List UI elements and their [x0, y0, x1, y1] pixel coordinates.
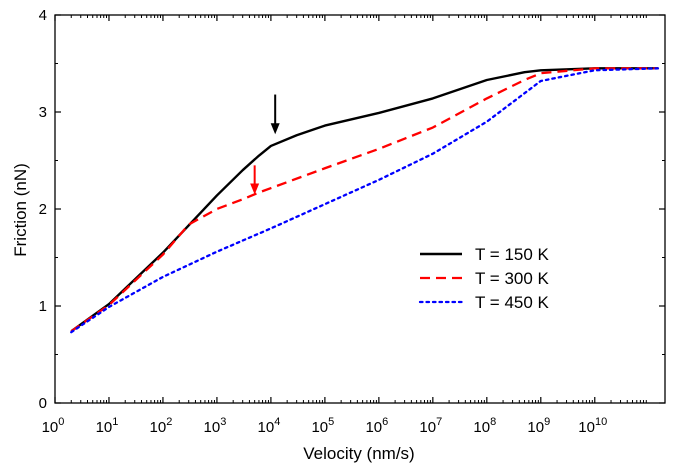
legend-label-1: T = 150 K	[475, 245, 550, 264]
y-axis-title: Friction (nN)	[11, 163, 30, 257]
x-tick-label-exponent: 5	[328, 416, 334, 428]
x-tick-label-exponent: 4	[274, 416, 280, 428]
x-tick-label: 100	[42, 416, 65, 436]
x-tick-label: 108	[473, 416, 496, 436]
x-tick-label-base: 10	[473, 419, 490, 436]
x-tick-label: 104	[258, 416, 281, 436]
legend-label-2: T = 300 K	[475, 269, 550, 288]
x-tick-label-base: 10	[96, 419, 113, 436]
axes-layer	[54, 14, 666, 404]
y-tick-label: 3	[39, 104, 47, 121]
x-tick-label-exponent: 7	[436, 416, 442, 428]
series-line-1	[70, 67, 659, 333]
x-tick-label-base: 10	[42, 419, 59, 436]
x-tick-label: 109	[527, 416, 550, 436]
x-tick-label-exponent: 0	[58, 416, 64, 428]
x-tick-label-exponent: 9	[544, 416, 550, 428]
x-tick-label: 102	[150, 416, 173, 436]
x-tick-label-base: 10	[258, 419, 275, 436]
y-tick-label: 4	[39, 7, 47, 24]
red-arrow-head	[250, 183, 260, 195]
x-tick-label: 1010	[578, 416, 607, 436]
x-tick-label: 103	[204, 416, 227, 436]
x-tick-label-base: 10	[527, 419, 544, 436]
black-arrow-head	[270, 123, 280, 135]
x-tick-label: 106	[365, 416, 388, 436]
x-tick-label: 101	[96, 416, 119, 436]
x-tick-label-base: 10	[150, 419, 167, 436]
y-tick-label: 2	[39, 201, 47, 218]
series-line-3	[70, 67, 660, 334]
series-line-2	[70, 67, 659, 333]
legend: T = 150 K T = 300 K T = 450 K	[418, 245, 550, 312]
x-axis-title: Velocity (nm/s)	[303, 444, 414, 463]
x-tick-label-base: 10	[365, 419, 382, 436]
y-tick-label: 1	[39, 298, 47, 315]
series-layer	[70, 67, 660, 334]
x-tick-label-base: 10	[419, 419, 436, 436]
x-tick-label-exponent: 8	[490, 416, 496, 428]
x-tick-label-exponent: 3	[220, 416, 226, 428]
plot-frame	[54, 14, 666, 404]
x-tick-label-exponent: 6	[382, 416, 388, 428]
x-tick-label-base: 10	[578, 419, 595, 436]
x-tick-label-exponent: 2	[166, 416, 172, 428]
x-tick-label: 105	[311, 416, 334, 436]
x-tick-label-exponent: 10	[595, 416, 607, 428]
x-tick-label: 107	[419, 416, 442, 436]
legend-label-3: T = 450 K	[475, 293, 550, 312]
x-tick-label-base: 10	[311, 419, 328, 436]
annotation-layer	[250, 94, 280, 195]
x-tick-label-exponent: 1	[112, 416, 118, 428]
y-tick-label: 0	[39, 395, 47, 412]
x-tick-label-base: 10	[204, 419, 221, 436]
